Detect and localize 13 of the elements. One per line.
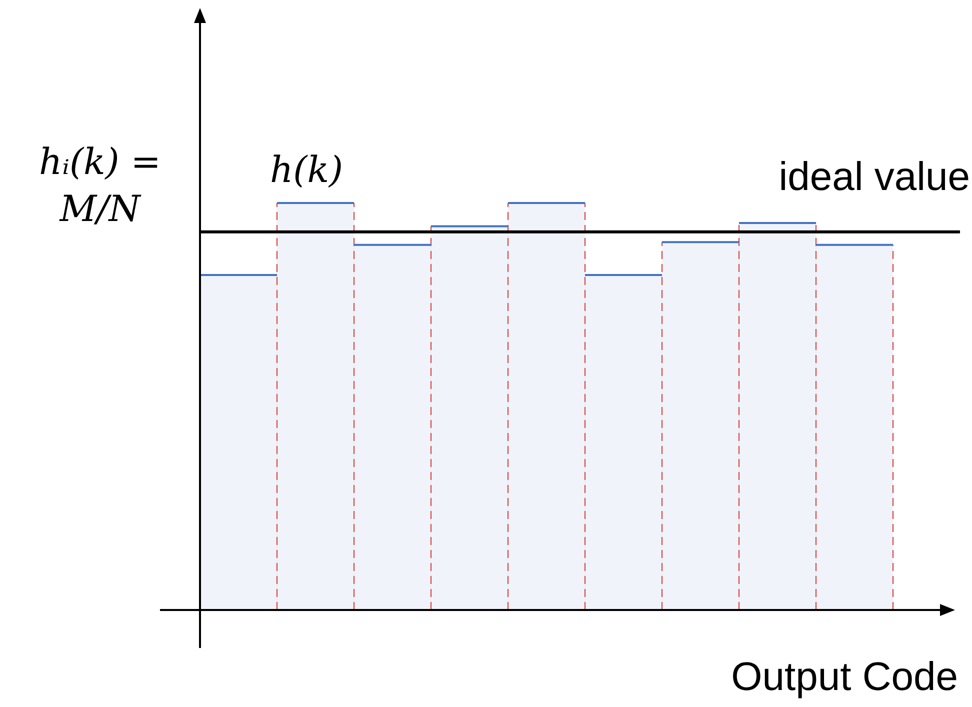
bar: [430, 226, 508, 610]
bar: [816, 244, 893, 610]
bar: [354, 244, 432, 610]
ref-line-label: ideal value: [778, 155, 970, 200]
bar: [738, 222, 816, 610]
bar: [662, 242, 740, 610]
text: h(k): [270, 150, 344, 191]
bar: [200, 274, 278, 610]
bar: [584, 274, 662, 610]
y-axis-title: hᵢ(k) = M/N: [38, 141, 162, 232]
bar: [276, 203, 354, 610]
x-axis-title: Output Code: [731, 655, 958, 700]
bar: [508, 203, 586, 610]
